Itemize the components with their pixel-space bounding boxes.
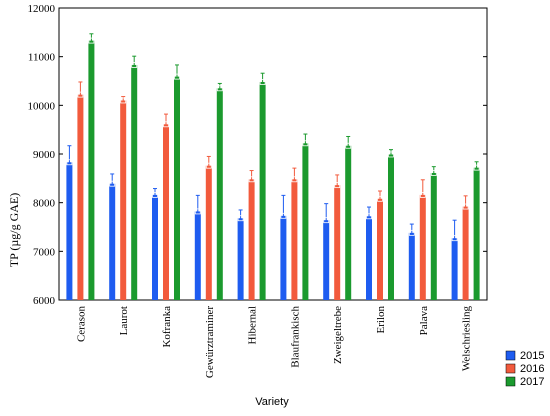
legend-label: 2016 xyxy=(520,363,544,375)
bar-2017 xyxy=(216,88,223,300)
bar-2017 xyxy=(88,40,95,301)
y-tick-label: 10000 xyxy=(28,100,56,112)
mean-marker-2016 xyxy=(163,121,169,128)
legend-label: 2017 xyxy=(520,376,544,388)
bar-2016 xyxy=(334,185,341,300)
mean-marker-2016 xyxy=(377,195,383,202)
bar-2015 xyxy=(66,162,73,300)
bar-2015 xyxy=(366,216,372,300)
mean-marker-2016 xyxy=(120,97,127,104)
x-tick-label: Erilon xyxy=(375,306,387,334)
y-tick-label: 11000 xyxy=(28,52,56,64)
bar-2016 xyxy=(291,179,298,300)
mean-marker-2016 xyxy=(419,191,426,198)
mean-marker-2016 xyxy=(291,176,298,183)
mean-marker-2015 xyxy=(109,180,116,187)
bar-2016 xyxy=(205,165,212,300)
mean-marker-2015 xyxy=(237,215,244,222)
x-tick-label: Cerason xyxy=(75,306,87,343)
y-tick-label: 9000 xyxy=(33,149,56,161)
bar-2017 xyxy=(388,154,394,300)
mean-marker-2017 xyxy=(216,85,223,92)
bar-2017 xyxy=(345,145,352,300)
bar-2015 xyxy=(323,220,330,300)
bar-2016 xyxy=(120,100,127,300)
bar-2017 xyxy=(430,172,437,300)
bar-2015 xyxy=(109,183,116,300)
bar-2015 xyxy=(152,194,158,300)
mean-marker-2017 xyxy=(430,170,437,176)
bar-2017 xyxy=(259,81,266,301)
mean-marker-2015 xyxy=(323,217,330,224)
y-tick-label: 6000 xyxy=(33,295,56,307)
legend-swatch-2017 xyxy=(505,376,516,387)
mean-marker-2016 xyxy=(205,162,212,169)
mean-marker-2017 xyxy=(88,37,95,44)
x-axis: Cerason Laurot Kofranka Gewürztraminer Hiber… xyxy=(75,296,473,378)
mean-marker-2016 xyxy=(462,203,469,210)
mean-marker-2017 xyxy=(345,142,352,149)
x-axis-title: Variety xyxy=(255,396,289,408)
bar-2015 xyxy=(451,238,458,300)
x-tick-label: Palava xyxy=(418,306,430,335)
bar-2016 xyxy=(462,206,469,300)
bar-2015 xyxy=(237,218,244,300)
bar-2017 xyxy=(473,167,480,300)
legend-swatch-2015 xyxy=(505,350,516,361)
mean-marker-2015 xyxy=(366,213,372,220)
mean-marker-2015 xyxy=(194,208,201,215)
bars-group xyxy=(66,40,480,301)
x-tick-label: Gewürztraminer xyxy=(204,306,216,378)
x-tick-label: Zweigeltrebe xyxy=(332,306,344,364)
mean-marker-2017 xyxy=(131,62,138,68)
bar-2016 xyxy=(248,179,255,300)
x-tick-label: Hibernal xyxy=(247,306,259,344)
bar-2017 xyxy=(302,143,309,300)
mean-marker-2017 xyxy=(174,73,180,80)
mean-marker-2015 xyxy=(408,229,415,236)
x-tick-label: Kofranka xyxy=(161,306,173,348)
bar-2016 xyxy=(77,94,84,300)
legend-swatch-2016 xyxy=(505,363,516,374)
y-axis-title: TP (µg/g GAE) xyxy=(7,193,21,267)
bar-2015 xyxy=(194,211,201,300)
mean-marker-2015 xyxy=(152,191,158,198)
mean-marker-2017 xyxy=(473,164,480,171)
mean-marker-2015 xyxy=(451,235,458,242)
x-tick-label: Welschriesling xyxy=(461,306,473,372)
bar-2015 xyxy=(280,215,287,300)
legend-label: 2015 xyxy=(520,350,544,362)
mean-marker-2017 xyxy=(259,79,266,85)
plot-area xyxy=(58,7,488,301)
y-tick-label: 8000 xyxy=(33,198,56,210)
mean-marker-2016 xyxy=(334,182,341,189)
mean-marker-2017 xyxy=(302,140,309,147)
mean-marker-2016 xyxy=(77,91,84,98)
bar-2017 xyxy=(174,76,180,301)
mean-marker-2017 xyxy=(388,151,394,158)
error-bars-group xyxy=(66,33,480,257)
bar-2016 xyxy=(377,198,383,300)
x-tick-label: Laurot xyxy=(118,306,130,335)
bar-2015 xyxy=(408,232,415,300)
bar-2016 xyxy=(163,124,169,301)
mean-marker-2015 xyxy=(66,159,73,166)
x-tick-label: Blaufrankisch xyxy=(289,306,301,368)
bar-2017 xyxy=(131,64,138,300)
y-tick-label: 7000 xyxy=(33,246,56,258)
mean-marker-2015 xyxy=(280,212,287,219)
y-tick-label: 12000 xyxy=(28,3,56,15)
y-axis: 6000 7000 8000 9000 10000 11000 12000 xyxy=(28,3,487,307)
mean-marker-2016 xyxy=(248,176,255,183)
bar-2016 xyxy=(419,194,426,300)
